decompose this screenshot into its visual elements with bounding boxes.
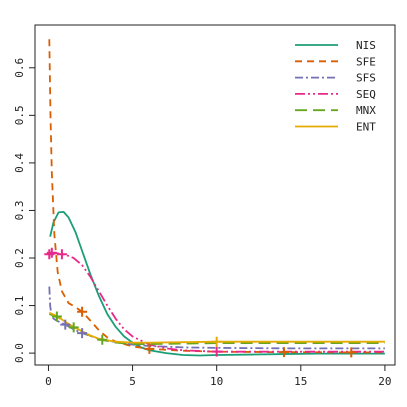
data-point-marker-sfe — [346, 347, 357, 358]
data-point-marker-seq — [56, 249, 67, 260]
axes: 0 5 10 15 20 0.0 0.1 0.2 0.3 0.4 0.5 0.6 — [13, 58, 392, 388]
data-point-marker-seq — [46, 247, 57, 258]
data-point-marker-sfs — [77, 328, 88, 339]
data-point-marker-mnx — [51, 311, 62, 322]
legend-label-sfs: SFS — [356, 72, 376, 85]
data-point-marker-sfe — [144, 343, 155, 354]
data-point-marker-mnx — [68, 322, 79, 333]
series-line-nis — [49, 210, 385, 357]
y-tick-label: 0.6 — [13, 58, 26, 78]
legend-label-mnx: MNX — [356, 104, 376, 117]
y-tick-label: 0.0 — [13, 343, 26, 363]
data-point-marker-sfs — [60, 319, 71, 330]
y-tick-label: 0.3 — [13, 201, 26, 221]
x-tick-label: 20 — [378, 375, 391, 388]
y-tick-label: 0.2 — [13, 248, 26, 268]
legend: NIS SFE SFS SEQ MNX ENT — [295, 39, 376, 134]
x-tick-label: 0 — [45, 375, 52, 388]
legend-label-sfe: SFE — [356, 55, 376, 68]
x-tick-label: 15 — [294, 375, 307, 388]
legend-label-ent: ENT — [356, 121, 376, 134]
series-line-seq — [49, 252, 385, 353]
plot-frame — [34, 24, 396, 366]
series-group — [48, 39, 385, 357]
x-tick-label: 5 — [129, 375, 136, 388]
y-tick-label: 0.4 — [13, 153, 26, 173]
series-line-sfe — [48, 39, 385, 354]
marker-group — [44, 247, 357, 358]
legend-label-seq: SEQ — [356, 88, 376, 101]
legend-label-nis: NIS — [356, 39, 376, 52]
x-tick-label: 10 — [210, 375, 223, 388]
data-point-marker-mnx — [97, 334, 108, 345]
series-line-ent — [48, 311, 385, 344]
data-point-marker-seq — [211, 346, 222, 357]
data-point-marker-ent — [211, 336, 222, 347]
y-tick-label: 0.5 — [13, 105, 26, 125]
y-tick-label: 0.1 — [13, 296, 26, 316]
data-point-marker-sfe — [278, 347, 289, 358]
data-point-marker-sfe — [77, 306, 88, 317]
